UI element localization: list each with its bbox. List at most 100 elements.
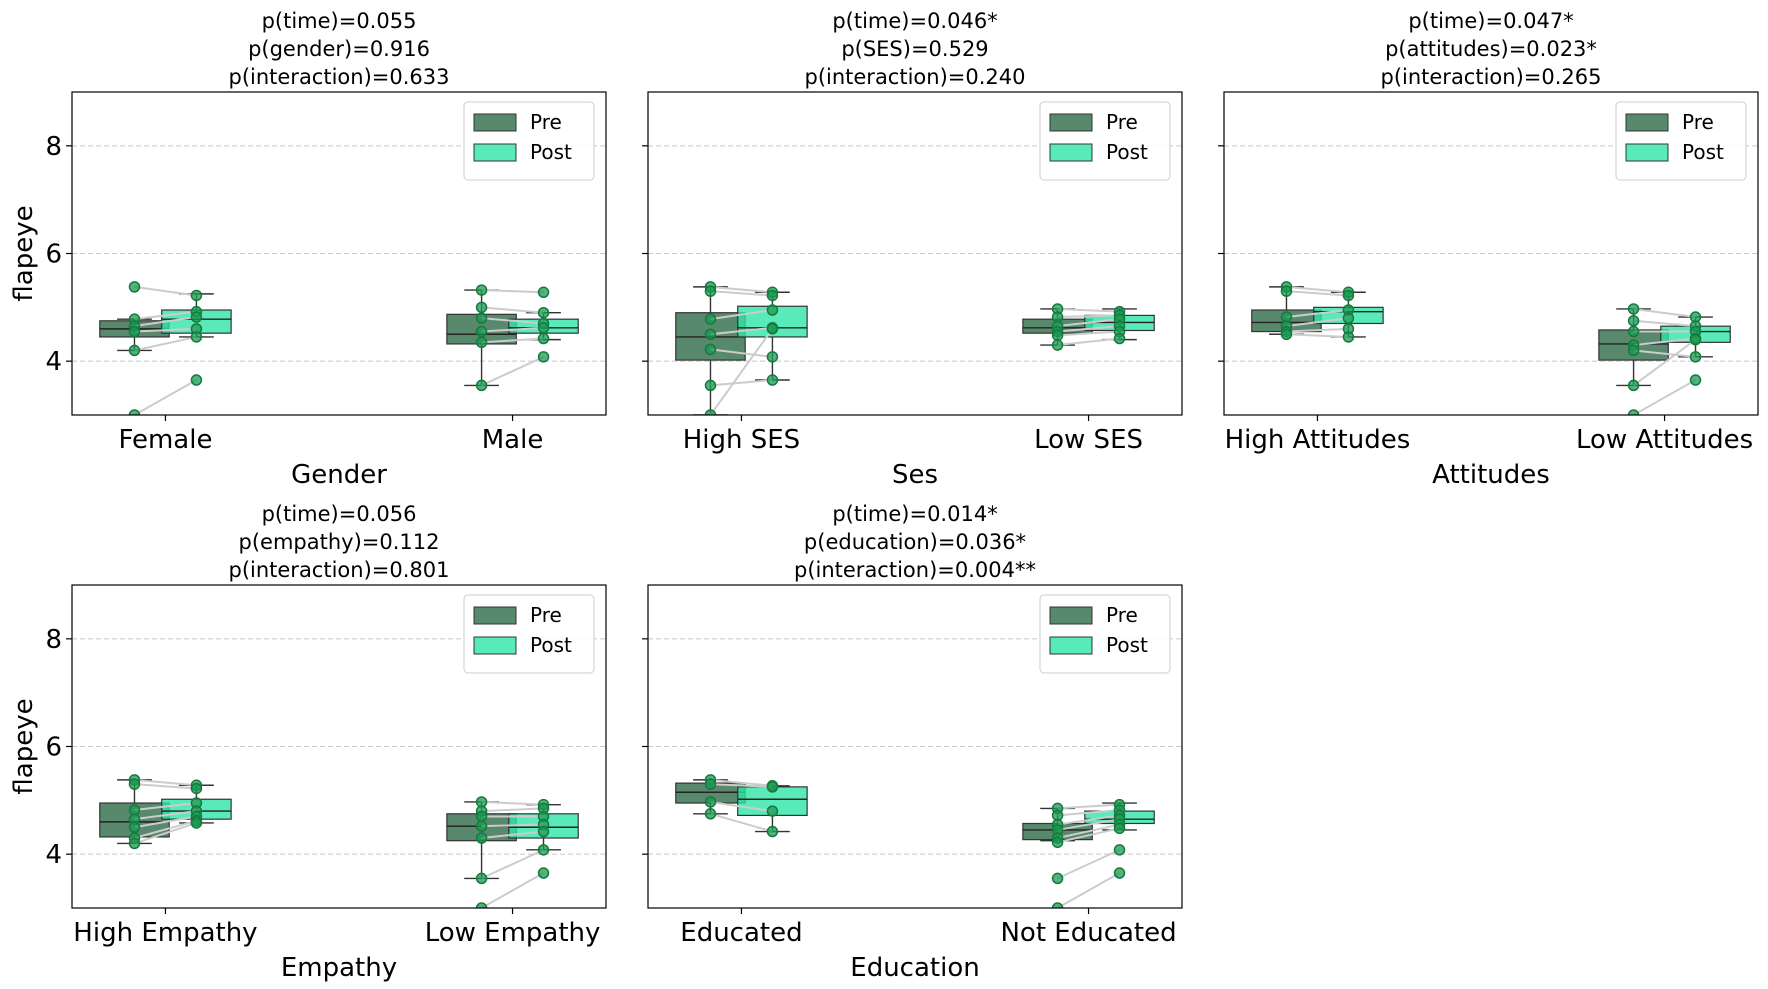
x-tick-label: Female bbox=[118, 425, 212, 455]
chart-panel-5: Educated Not Educated Education p(time)=0.0… bbox=[642, 502, 1183, 983]
pair-line bbox=[481, 317, 544, 325]
pair-line bbox=[710, 800, 773, 813]
pair-line bbox=[481, 306, 544, 314]
point-post bbox=[190, 311, 203, 323]
point-pre bbox=[1280, 328, 1293, 340]
point-post bbox=[766, 304, 779, 316]
pair-line bbox=[710, 290, 773, 297]
pair-line bbox=[481, 848, 544, 880]
point-post bbox=[190, 374, 203, 386]
point-post bbox=[1689, 374, 1702, 386]
point-pre bbox=[475, 301, 488, 314]
x-axis-label: Empathy bbox=[281, 953, 397, 983]
x-axis-label: Gender bbox=[291, 460, 387, 490]
point-pre bbox=[128, 837, 141, 850]
pair-line bbox=[481, 830, 544, 840]
point-pre bbox=[1051, 872, 1064, 885]
chart-panel-3: High Attitudes Low Attitudes Attitudes p(ti… bbox=[1218, 9, 1759, 490]
pair-line bbox=[1057, 314, 1120, 319]
legend: Pre Post bbox=[1039, 101, 1171, 181]
legend: Pre Post bbox=[463, 594, 595, 674]
plot-area bbox=[675, 774, 1155, 908]
y-axis-label: flapeye bbox=[9, 698, 39, 794]
point-pre bbox=[1627, 409, 1640, 415]
x-tick-label: Male bbox=[482, 425, 544, 455]
point-pre bbox=[704, 343, 717, 356]
point-pre bbox=[475, 820, 488, 832]
chart-title-line: p(empathy)=0.112 bbox=[239, 530, 440, 554]
legend-swatch-post bbox=[1625, 143, 1669, 162]
point-post bbox=[1342, 331, 1355, 343]
point-pre bbox=[128, 325, 141, 338]
x-axis-label: Attitudes bbox=[1432, 460, 1550, 490]
pair-line bbox=[1633, 307, 1696, 319]
x-axis-label: Ses bbox=[892, 460, 938, 490]
pair-line bbox=[1057, 337, 1120, 347]
chart-title-line: p(interaction)=0.265 bbox=[1380, 65, 1601, 89]
point-post bbox=[1689, 333, 1702, 346]
chart-panel-1: 4 6 8 Female Male Gender flapeye p(time)=0.055 p… bbox=[9, 9, 607, 490]
point-pre bbox=[128, 409, 141, 415]
pair-line bbox=[134, 285, 197, 297]
point-pre bbox=[1280, 285, 1293, 297]
pair-line bbox=[710, 326, 773, 336]
pair-line bbox=[1057, 818, 1120, 831]
chart-title-line: p(gender)=0.916 bbox=[248, 37, 430, 61]
legend-swatch-post bbox=[1049, 143, 1093, 162]
pair-line bbox=[1057, 823, 1120, 839]
point-pre bbox=[475, 325, 488, 338]
y-axis-label: flapeye bbox=[9, 205, 39, 301]
point-pre bbox=[1627, 325, 1640, 338]
y-tick-label: 6 bbox=[45, 733, 62, 763]
pair-line bbox=[710, 348, 773, 358]
legend-label-pre: Pre bbox=[1682, 110, 1714, 134]
x-axis-label: Education bbox=[850, 953, 979, 983]
point-post bbox=[537, 867, 550, 879]
point-post bbox=[537, 332, 550, 345]
pair-line bbox=[710, 783, 773, 788]
pair-line bbox=[134, 327, 197, 333]
x-tick-label: Not Educated bbox=[1000, 918, 1176, 948]
point-post bbox=[537, 844, 550, 856]
point-pre bbox=[128, 778, 141, 790]
point-post bbox=[766, 805, 779, 817]
pair-line bbox=[134, 316, 197, 328]
point-post bbox=[766, 351, 779, 363]
legend-label-pre: Pre bbox=[530, 603, 562, 627]
pair-line bbox=[481, 800, 544, 806]
plot-area bbox=[675, 281, 1155, 415]
legend-label-post: Post bbox=[1106, 633, 1148, 657]
point-pre bbox=[1051, 329, 1064, 342]
point-post bbox=[537, 306, 550, 319]
x-tick-label: High SES bbox=[683, 425, 800, 455]
pair-line bbox=[134, 310, 197, 321]
point-post bbox=[766, 323, 779, 335]
pair-line bbox=[481, 807, 544, 813]
chart-panel-4: 4 6 8 High Empathy Low Empathy Empathy flapeye… bbox=[9, 502, 607, 983]
chart-title-line: p(interaction)=0.004** bbox=[794, 558, 1036, 582]
pair-line bbox=[481, 289, 544, 294]
x-tick-label: Low Attitudes bbox=[1576, 425, 1753, 455]
point-pre bbox=[475, 832, 488, 844]
pair-line bbox=[134, 819, 197, 839]
pair-line bbox=[1633, 319, 1696, 328]
x-tick-label: High Empathy bbox=[73, 918, 257, 948]
x-tick-label: Low Empathy bbox=[425, 918, 601, 948]
pair-line bbox=[1633, 379, 1697, 415]
legend: Pre Post bbox=[1615, 101, 1747, 181]
legend-swatch-pre bbox=[473, 113, 517, 132]
pair-line bbox=[481, 337, 544, 344]
point-pre bbox=[128, 821, 141, 833]
pair-line bbox=[1057, 872, 1121, 908]
pair-line bbox=[1632, 338, 1697, 387]
point-post bbox=[1113, 844, 1126, 856]
point-post bbox=[1342, 312, 1355, 324]
legend-swatch-pre bbox=[1049, 606, 1093, 625]
pair-line bbox=[1633, 349, 1696, 358]
point-post bbox=[537, 351, 550, 363]
pair-line bbox=[1057, 307, 1120, 313]
point-pre bbox=[475, 312, 488, 324]
legend-swatch-post bbox=[473, 143, 517, 162]
point-pre bbox=[128, 281, 141, 293]
point-pre bbox=[475, 902, 488, 908]
